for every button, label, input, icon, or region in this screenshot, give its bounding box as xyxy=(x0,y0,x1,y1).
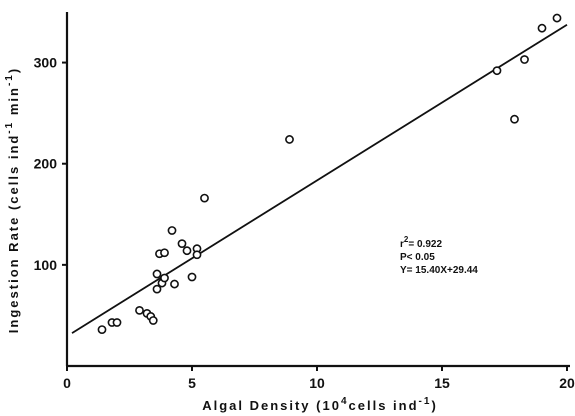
x-tick-label: 20 xyxy=(559,375,575,391)
y-tick-label: 200 xyxy=(34,156,58,172)
data-point xyxy=(160,273,169,283)
y-axis-title-superscript: -1 xyxy=(4,73,15,86)
data-point xyxy=(167,226,177,235)
data-point xyxy=(285,135,294,144)
x-axis-title: Algal Density (104cells ind-1) xyxy=(202,396,438,413)
y-tick-label: 100 xyxy=(34,257,58,273)
r-squared-base: r xyxy=(400,239,404,250)
data-points xyxy=(97,13,562,334)
x-axis-title-superscript: -1 xyxy=(419,396,432,407)
data-point xyxy=(537,23,547,33)
x-ticks: 0 5 10 15 20 xyxy=(63,366,575,391)
x-tick-label: 10 xyxy=(309,375,325,391)
x-axis-title-part: ) xyxy=(431,398,437,413)
x-tick-label: 5 xyxy=(188,375,196,391)
y-axis-title-superscript: -1 xyxy=(4,121,15,134)
r-squared-label: r2= 0.922 xyxy=(400,235,442,250)
data-point xyxy=(510,114,519,124)
x-axis-title-superscript: 4 xyxy=(341,396,349,407)
y-tick-label: 300 xyxy=(34,55,58,71)
regression-line-group xyxy=(71,23,568,334)
data-point xyxy=(152,284,162,294)
data-point xyxy=(177,239,187,249)
x-axis-title-part: Algal Density (10 xyxy=(202,398,341,413)
data-point xyxy=(160,248,169,258)
data-point xyxy=(148,316,158,325)
y-axis-title: Ingestion Rate (cells ind-1 min-1) xyxy=(4,67,21,333)
data-point xyxy=(520,55,529,64)
data-point xyxy=(182,246,192,256)
p-value-label: P< 0.05 xyxy=(400,252,435,263)
data-point xyxy=(192,250,202,260)
y-axis-title-part: Ingestion Rate (cells ind xyxy=(6,134,21,334)
x-axis-title-part: cells ind xyxy=(349,398,419,413)
data-point xyxy=(200,193,209,203)
r-squared-superscript: 2 xyxy=(404,235,409,244)
data-point xyxy=(170,279,179,289)
data-point xyxy=(152,269,162,279)
data-point xyxy=(135,305,144,315)
regression-equation-label: Y= 15.40X+29.44 xyxy=(400,265,478,276)
data-point xyxy=(552,13,562,23)
x-tick-label: 15 xyxy=(434,375,450,391)
r-squared-value: = 0.922 xyxy=(408,239,442,250)
y-axis-title-part: ) xyxy=(6,67,21,73)
axes xyxy=(65,12,570,368)
y-ticks: 100 200 300 xyxy=(34,55,67,273)
data-point xyxy=(97,325,107,334)
data-point xyxy=(492,66,502,76)
data-point xyxy=(187,272,197,282)
stats-annotation: r2= 0.922 P< 0.05 Y= 15.40X+29.44 xyxy=(400,235,478,276)
x-tick-label: 0 xyxy=(63,375,71,391)
y-axis-title-part: min xyxy=(6,86,21,121)
regression-line xyxy=(71,23,568,334)
data-point xyxy=(112,318,122,327)
